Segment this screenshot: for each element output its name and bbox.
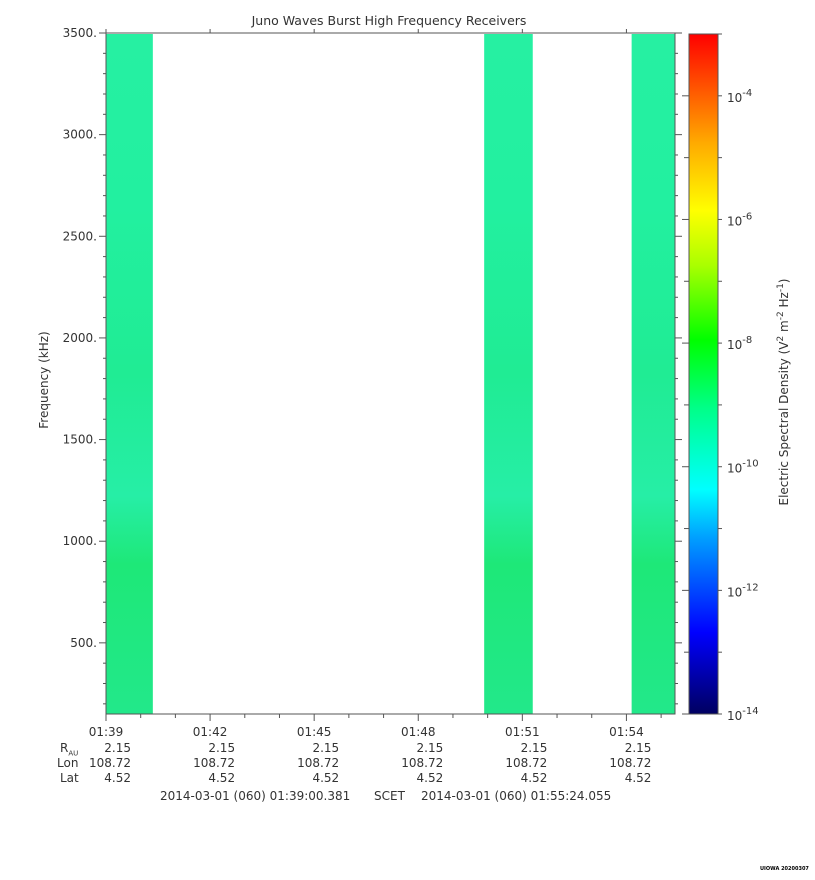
y-tick-label-1: 1000. bbox=[63, 534, 97, 548]
ephemeris-value: 2.15 bbox=[208, 741, 236, 755]
x-tick-label-0: 01:39 bbox=[89, 725, 124, 739]
ephemeris-label-lon: Lon bbox=[57, 756, 79, 770]
ephemeris-value: 4.52 bbox=[416, 771, 444, 785]
ephemeris-value: 2.15 bbox=[104, 741, 131, 755]
ephemeris-value: 4.52 bbox=[104, 771, 131, 785]
colorbar bbox=[688, 33, 719, 715]
cbar-tick-label-1: 10-6 bbox=[727, 211, 752, 228]
chart-title: Juno Waves Burst High Frequency Receiver… bbox=[251, 13, 527, 28]
y-axis: 500. 1000. 1500. 2000. 2500. 3000. 3500. bbox=[63, 26, 682, 705]
ephemeris-value: 4.52 bbox=[520, 771, 548, 785]
x-tick-label-2: 01:45 bbox=[297, 725, 332, 739]
data-block-0 bbox=[106, 34, 153, 714]
y-tick-label-4: 2500. bbox=[63, 229, 97, 243]
ephemeris-value: 2.15 bbox=[520, 741, 548, 755]
data-block-2 bbox=[631, 34, 675, 714]
ephemeris-label-lat: Lat bbox=[60, 771, 79, 785]
ephemeris-value: 108.72 bbox=[505, 756, 548, 770]
ephemeris-label-r: RAU bbox=[60, 741, 79, 758]
x-axis: 01:39 01:42 01:45 01:48 01:51 01:54 bbox=[89, 29, 662, 739]
cbar-tick-label-4: 10-12 bbox=[727, 582, 759, 599]
ephemeris-value: 108.72 bbox=[297, 756, 340, 770]
x-tick-label-5: 01:54 bbox=[609, 725, 644, 739]
version-stamp: UIOWA 20200307 bbox=[760, 866, 809, 872]
footer-end-time: 2014-03-01 (060) 01:55:24.055 bbox=[421, 789, 612, 803]
ephemeris-value: 2.15 bbox=[624, 741, 652, 755]
ephemeris-value: 108.72 bbox=[89, 756, 131, 770]
colorbar-axis: 10-4 10-6 10-8 10-10 10-12 10-14 bbox=[682, 33, 759, 723]
footer-scet: SCET bbox=[374, 789, 405, 803]
x-tick-label-1: 01:42 bbox=[193, 725, 228, 739]
colorbar-label: Electric Spectral Density (V2 m-2 Hz-1) bbox=[776, 278, 791, 505]
y-axis-label: Frequency (kHz) bbox=[37, 331, 51, 428]
ephemeris-value: 108.72 bbox=[193, 756, 236, 770]
cbar-tick-label-5: 10-14 bbox=[727, 706, 759, 723]
data-block-1 bbox=[484, 34, 533, 714]
y-tick-label-5: 3000. bbox=[63, 128, 97, 142]
ephemeris-value: 4.52 bbox=[624, 771, 652, 785]
ephemeris-value: 108.72 bbox=[609, 756, 652, 770]
ephemeris-value: 4.52 bbox=[312, 771, 340, 785]
x-tick-label-3: 01:48 bbox=[401, 725, 436, 739]
cbar-tick-label-0: 10-4 bbox=[727, 88, 752, 105]
x-tick-label-4: 01:51 bbox=[505, 725, 540, 739]
y-tick-label-0: 500. bbox=[70, 636, 97, 650]
y-tick-label-6: 3500. bbox=[63, 26, 97, 40]
y-tick-label-2: 1500. bbox=[63, 433, 97, 447]
y-tick-label-3: 2000. bbox=[63, 331, 97, 345]
cbar-tick-label-2: 10-8 bbox=[727, 335, 752, 352]
plot-frame bbox=[105, 32, 676, 715]
ephemeris-value: 2.15 bbox=[416, 741, 444, 755]
ephemeris-value: 4.52 bbox=[208, 771, 236, 785]
footer-start-time: 2014-03-01 (060) 01:39:00.381 bbox=[160, 789, 351, 803]
ephemeris-value: 108.72 bbox=[401, 756, 444, 770]
ephemeris-value: 2.15 bbox=[312, 741, 340, 755]
data-blocks bbox=[106, 34, 675, 714]
cbar-tick-label-3: 10-10 bbox=[727, 459, 759, 476]
